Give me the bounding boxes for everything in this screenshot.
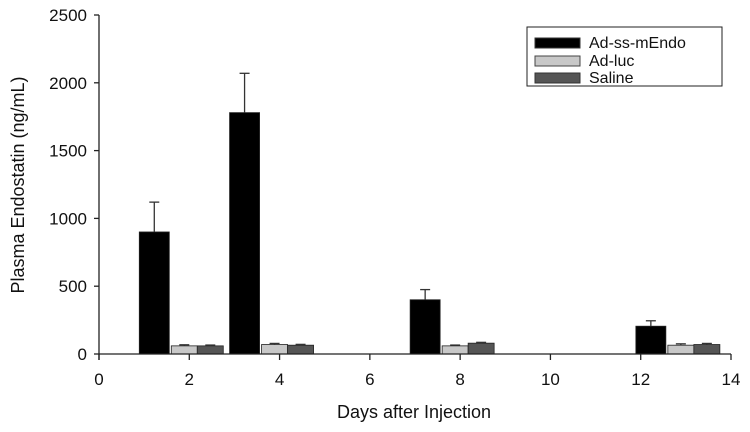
x-tick-label: 14 [722,370,741,389]
bar-ad-luc [261,344,288,355]
y-axis: 0 500 1000 1500 2000 2500 [49,6,100,364]
bar-saline [467,342,495,355]
y-tick-label: 1000 [49,209,87,228]
bar-saline [196,345,224,355]
plot-area [138,72,721,355]
x-tick-label: 2 [185,370,194,389]
legend-label-ad-luc: Ad-luc [589,53,634,70]
bar-saline [693,344,721,355]
bar-ad-luc [441,345,469,355]
y-tick-label: 2500 [49,6,87,25]
x-tick-label: 8 [455,370,464,389]
x-tick-label: 6 [365,370,374,389]
y-axis-title: Plasma Endostatin (ng/mL) [8,76,28,293]
x-tick-label: 4 [275,370,284,389]
y-tick-label: 1500 [49,142,87,161]
bar-ad-ss-mendo [409,299,441,355]
bar-ad-ss-mendo [635,325,667,355]
bar-ad-ss-mendo [138,231,170,355]
bar-ad-ss-mendo [229,112,260,355]
bar-ad-luc [667,344,695,355]
bar-saline [287,344,314,355]
legend: Ad-ss-mEndo Ad-luc Saline [526,26,723,87]
y-tick-label: 0 [78,345,87,364]
x-axis: 0 2 4 6 8 10 12 14 [94,353,741,389]
x-axis-title: Days after Injection [337,402,491,422]
legend-label-saline: Saline [589,70,634,87]
x-tick-label: 12 [631,370,650,389]
legend-label-ad-ss-mendo: Ad-ss-mEndo [589,35,686,52]
legend-swatch-ad-ss-mendo [534,37,581,49]
x-tick-label: 10 [541,370,560,389]
bar-ad-luc [170,345,198,355]
legend-swatch-saline [534,72,581,84]
y-tick-label: 500 [59,277,87,296]
x-tick-label: 0 [94,370,103,389]
y-tick-label: 2000 [49,74,87,93]
legend-swatch-ad-luc [534,55,581,67]
